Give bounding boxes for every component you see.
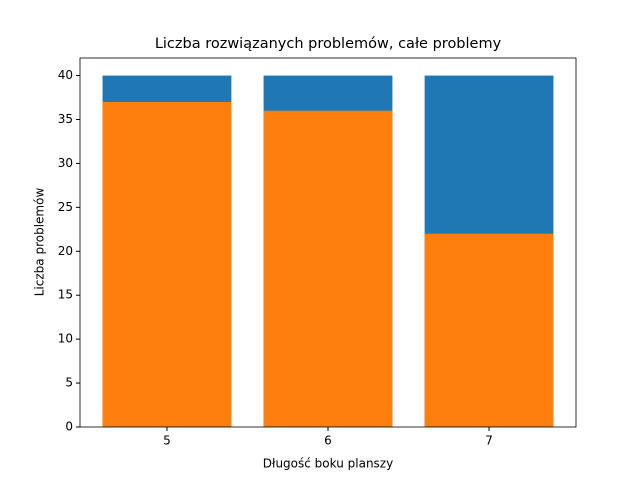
- y-axis-label: Liczba problemów: [33, 188, 47, 297]
- x-tick-label: 5: [163, 434, 171, 448]
- y-tick-label: 35: [58, 112, 73, 126]
- y-tick-label: 25: [58, 200, 73, 214]
- x-axis-label: Długość boku planszy: [263, 457, 393, 471]
- plot-frame: [79, 57, 577, 428]
- y-tick-label: 20: [58, 244, 73, 258]
- y-tick-label: 0: [65, 420, 73, 434]
- bar: [263, 110, 393, 427]
- y-tick-label: 30: [58, 156, 73, 170]
- x-tick-label: 6: [324, 434, 332, 448]
- y-tick-label: 15: [58, 288, 73, 302]
- bar: [102, 101, 232, 427]
- y-tick-label: 40: [58, 68, 73, 82]
- chart-title: Liczba rozwiązanych problemów, całe prob…: [155, 36, 502, 52]
- y-tick-label: 10: [58, 332, 73, 346]
- y-tick-label: 5: [65, 376, 73, 390]
- x-tick-label: 7: [485, 434, 493, 448]
- bar: [424, 233, 554, 427]
